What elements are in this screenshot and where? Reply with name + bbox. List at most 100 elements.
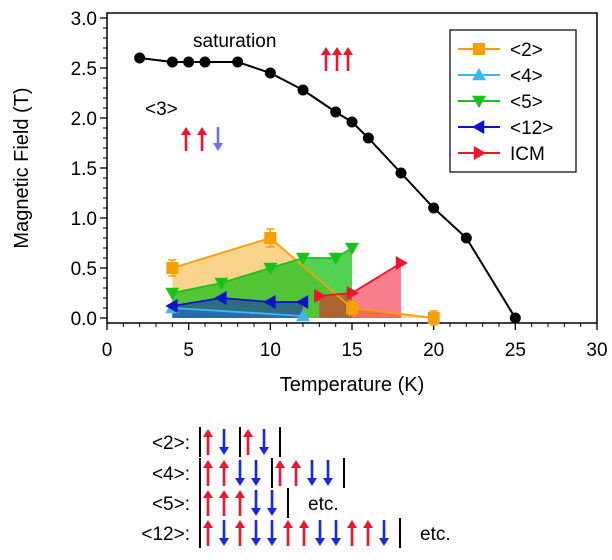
y-tick-label: 0.5 [71,259,97,280]
x-tick-label: 10 [260,340,281,361]
spin-up-arrow-icon [203,429,213,455]
spin-up-arrow-icon-head [197,127,207,135]
spin-row: <5>: etc. [152,488,339,518]
spin-down-arrow-icon [219,429,229,455]
spin-up-arrow-icon [235,520,245,546]
series-saturation [134,52,521,324]
x-tick-label: 15 [341,340,362,361]
spin-row: <4>: [152,458,345,488]
spin-down-arrow-icon [259,429,269,455]
point-five [296,252,310,265]
point-five [263,262,278,275]
point-two [427,312,440,324]
spin-down-arrow-icon-head [251,508,261,516]
spin-down-arrow-icon-head [251,538,261,546]
spin-down-arrow-icon-head [219,538,229,546]
spin-up-arrow-icon-head [203,429,213,437]
spin-up-arrow-icon-head [332,47,342,55]
spin-up-arrow-icon [343,47,353,71]
point-icm [346,286,359,300]
spin-down-arrow-icon-head [213,143,223,151]
point-saturation [428,202,440,214]
series-line-four [172,307,304,317]
spin-up-arrow-icon [203,490,213,516]
spin-down-arrow-icon [267,490,277,516]
x-tick-label: 25 [505,340,526,361]
spin-down-arrow-icon [379,520,389,546]
spin-down-arrow-icon [213,127,223,151]
spin-down-arrow-icon-head [315,538,325,546]
point-five [345,242,359,255]
spin-down-arrow-icon [315,520,325,546]
spin-up-arrow-icon-head [203,460,213,468]
spin-up-arrow-icon [347,520,357,546]
legend-item-icm: ICM [458,144,545,165]
point-two [346,302,358,314]
spin-up-arrow-icon-head [243,429,253,437]
x-tick-label: 30 [586,340,607,361]
point-five [214,277,229,290]
spin-structure-diagrams: <2>: <4>: <5>: etc. <12>: etc. [141,427,451,548]
legend-marker-two [473,43,485,55]
series-icm [314,256,408,303]
point-two [264,232,277,244]
spin-row: <12>: etc. [141,518,451,548]
spin-down-arrow-icon-head [323,478,333,486]
y-tick-label: 0.0 [71,309,97,330]
spin-down-arrow-icon-head [331,538,341,546]
spin-down-arrow-icon-head [251,478,261,486]
legend-marker-twelve [472,120,485,134]
spin-up-arrow-icon [291,460,301,486]
spin-down-arrow-icon [251,520,261,546]
spin-down-arrow-icon [267,520,277,546]
legend-item-five: <5> [458,92,543,113]
point-saturation [183,56,195,68]
spin-down-arrow-icon [251,460,261,486]
spin-up-arrow-icon-head [363,520,373,528]
point-saturation [232,56,244,68]
spin-down-arrow-icon-head [235,478,245,486]
spin-up-arrow-icon-head [283,520,293,528]
legend-label-two: <2> [510,40,543,61]
y-tick-label: 2.0 [71,109,97,130]
spin-up-arrow-icon [235,490,245,516]
spin-down-arrow-icon [331,520,341,546]
series-line-two [172,236,434,319]
x-tick-label: 5 [183,340,194,361]
legend-item-two: <2> [458,40,543,61]
spin-row-label: <4>: [152,464,190,485]
y-axis-title: Magnetic Field (T) [11,87,33,248]
fill-region-icm [319,263,401,318]
spin-up-arrow-icon-head [321,47,331,55]
x-axis-title: Temperature (K) [280,374,425,396]
spin-up-arrow-icon [219,460,229,486]
spin-up-arrow-icon-head [203,520,213,528]
spin-down-arrow-icon-head [379,538,389,546]
legend-marker-icm [473,146,486,160]
point-saturation [134,52,146,64]
point-five [165,287,180,300]
legend: <2> <4> <5> <12> ICM [449,29,577,173]
spin-up-arrow-icon [219,490,229,516]
point-four [296,309,310,322]
spin-up-arrow-icon [203,460,213,486]
spin-up-arrow-icon-head [203,490,213,498]
spin-up-arrow-icon [243,429,253,455]
spin-up-arrow-icon [283,520,293,546]
spin-up-arrow-icon [197,127,207,151]
axis-ticks: 0 5 10 15 20 25 30 0.0 0.5 1.0 1.5 2.0 2.5 3.0 [71,9,608,361]
legend-label-five: <5> [510,92,543,113]
spin-down-arrow-icon-head [267,508,277,516]
legend-item-four: <4> [458,66,543,87]
spin-down-arrow-icon [323,460,333,486]
spin-row-label: <2>: [152,433,190,454]
point-twelve [296,295,309,309]
spin-down-arrow-icon [251,490,261,516]
point-saturation [297,84,309,96]
spin-row-label: <12>: [141,524,190,545]
spin-down-arrow-icon [307,460,317,486]
point-saturation [264,67,276,79]
spin-row-label: <5>: [152,494,190,515]
point-five [328,252,343,265]
